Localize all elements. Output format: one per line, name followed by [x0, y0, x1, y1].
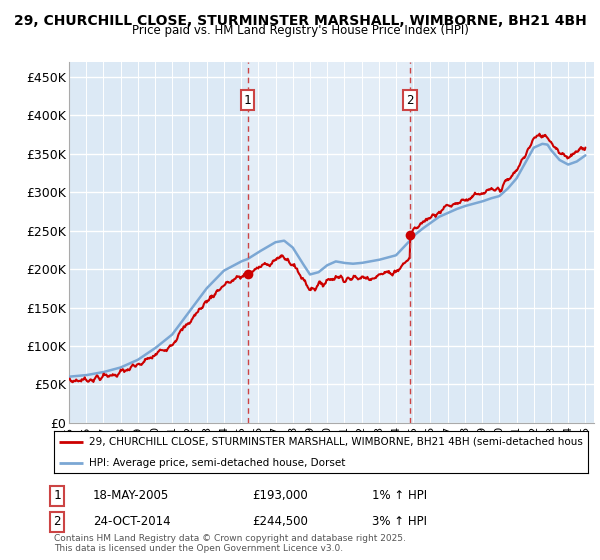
Text: 29, CHURCHILL CLOSE, STURMINSTER MARSHALL, WIMBORNE, BH21 4BH (semi-detached hou: 29, CHURCHILL CLOSE, STURMINSTER MARSHAL…: [89, 437, 583, 447]
Text: 18-MAY-2005: 18-MAY-2005: [93, 489, 169, 502]
Text: £193,000: £193,000: [252, 489, 308, 502]
Text: 1% ↑ HPI: 1% ↑ HPI: [372, 489, 427, 502]
Text: Contains HM Land Registry data © Crown copyright and database right 2025.
This d: Contains HM Land Registry data © Crown c…: [54, 534, 406, 553]
Text: 3% ↑ HPI: 3% ↑ HPI: [372, 515, 427, 529]
Text: 1: 1: [244, 94, 251, 106]
Bar: [248, 62, 410, 423]
Text: HPI: Average price, semi-detached house, Dorset: HPI: Average price, semi-detached house,…: [89, 458, 345, 468]
Text: 29, CHURCHILL CLOSE, STURMINSTER MARSHALL, WIMBORNE, BH21 4BH: 29, CHURCHILL CLOSE, STURMINSTER MARSHAL…: [14, 14, 586, 28]
Text: 24-OCT-2014: 24-OCT-2014: [93, 515, 170, 529]
Text: Price paid vs. HM Land Registry's House Price Index (HPI): Price paid vs. HM Land Registry's House …: [131, 24, 469, 37]
Text: 1: 1: [53, 489, 61, 502]
Text: 2: 2: [406, 94, 414, 106]
Text: 2: 2: [53, 515, 61, 529]
Text: £244,500: £244,500: [252, 515, 308, 529]
